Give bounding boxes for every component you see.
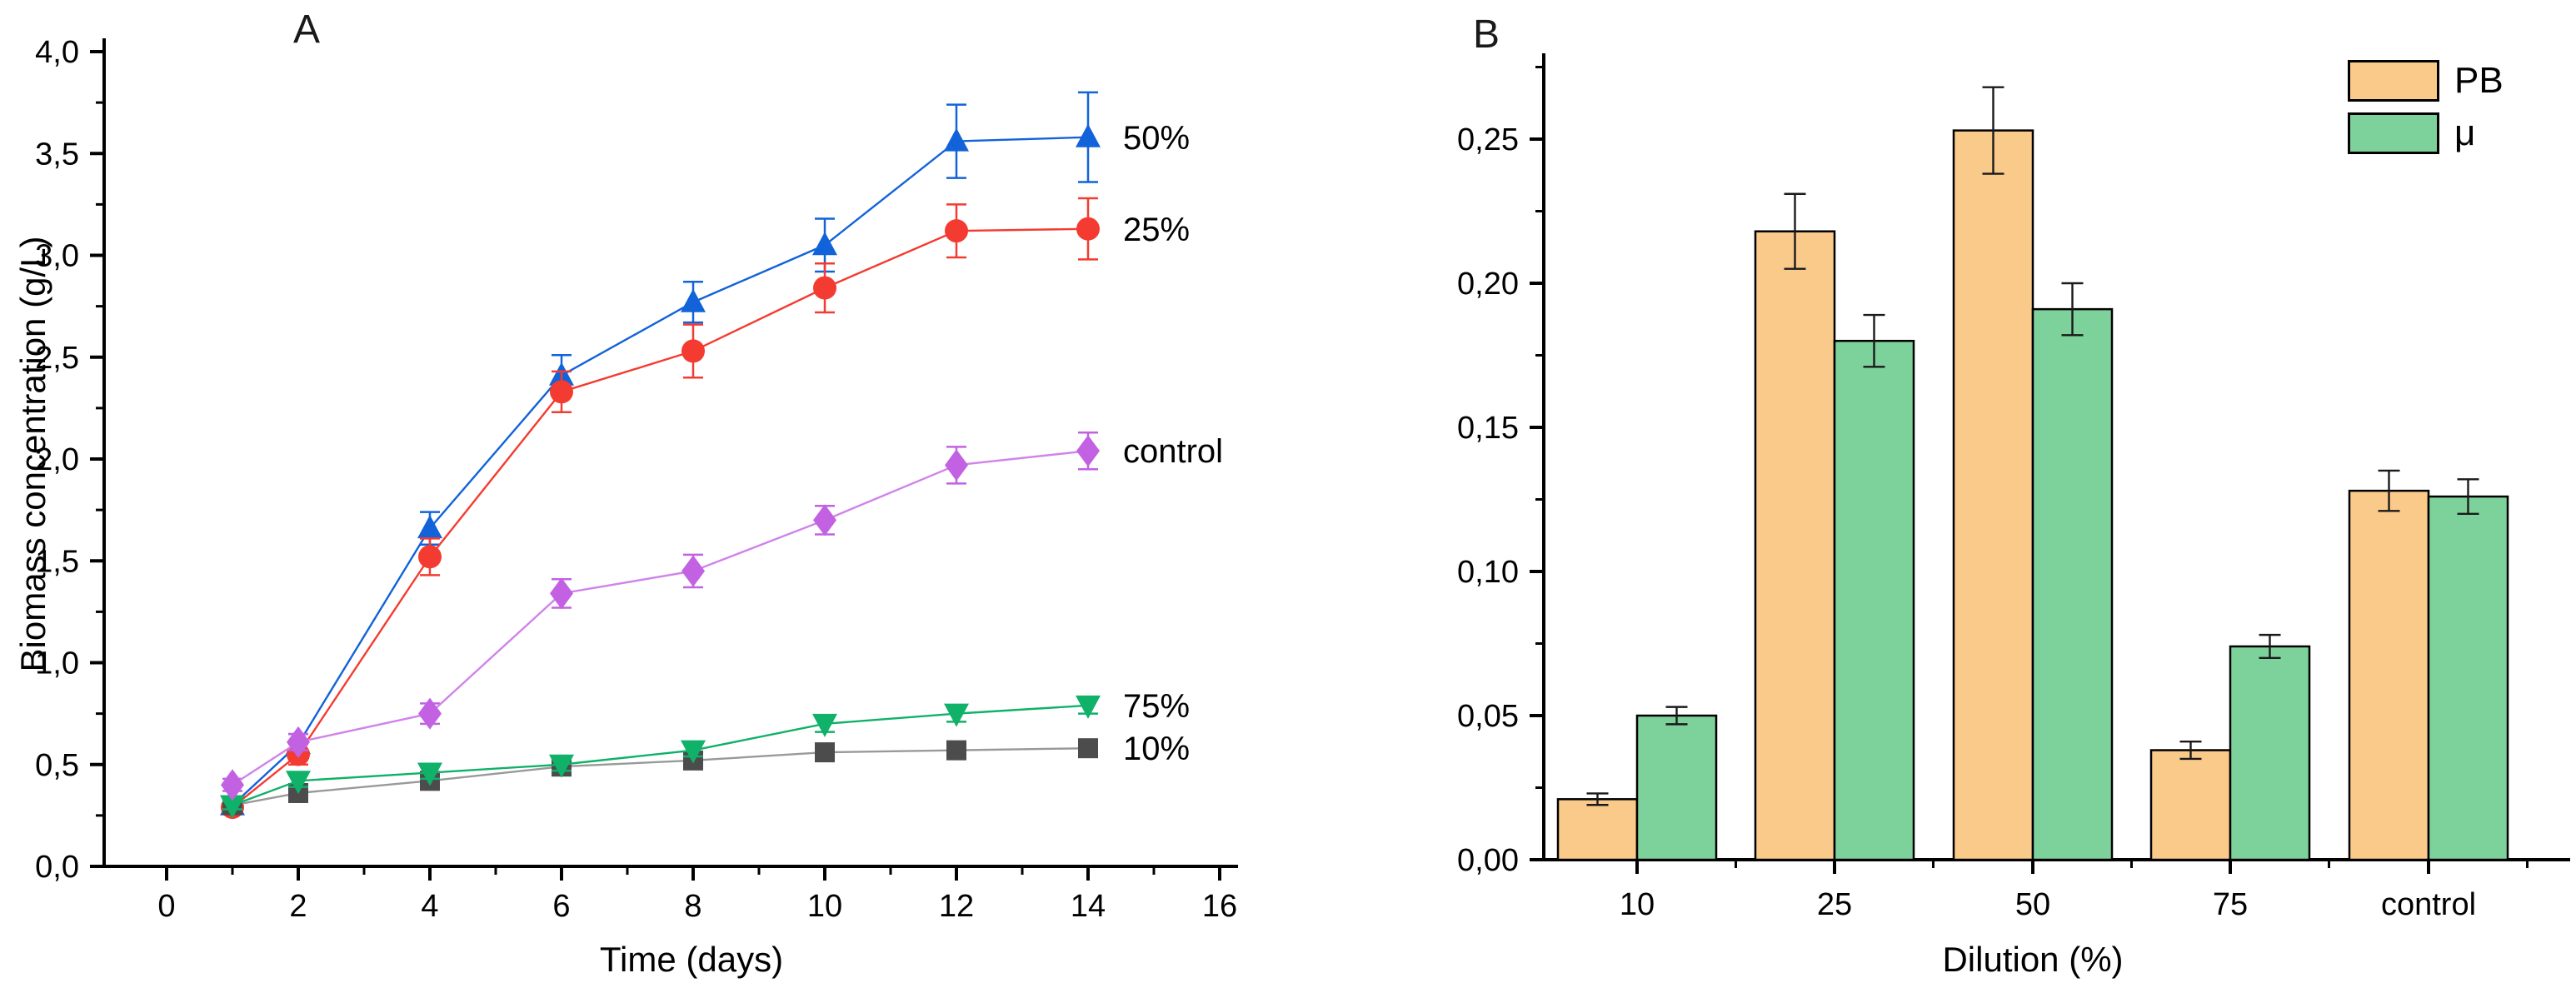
circle-marker-icon (945, 219, 968, 243)
x-tick-label: 8 (684, 889, 701, 924)
legend-item-mu: μ (2348, 112, 2504, 154)
square-marker-icon (946, 740, 966, 761)
triangle-up-marker-icon (812, 232, 837, 256)
series-line-75% (232, 704, 1089, 806)
series-label-25pct: 25% (1123, 212, 1191, 248)
pb-swatch-icon (2348, 60, 2439, 102)
x-tick-label: 16 (1202, 889, 1237, 924)
diamond-marker-icon (550, 577, 573, 610)
series-line-control (232, 450, 1089, 786)
mu-swatch-icon (2348, 112, 2439, 154)
triangle-down-marker-icon (549, 754, 574, 778)
circle-marker-icon (681, 339, 705, 363)
triangle-up-marker-icon (944, 127, 969, 152)
panel-b-letter: B (1473, 12, 1500, 57)
triangle-up-marker-icon (681, 288, 706, 312)
y-tick-label: 0,5 (35, 748, 79, 783)
legend-label-pb: PB (2454, 60, 2504, 101)
x-category-label: 25 (1817, 887, 1852, 922)
bar-PB-10 (1556, 798, 1639, 861)
diamond-marker-icon (221, 769, 244, 801)
square-marker-icon (1078, 738, 1098, 759)
panel-a-x-axis-title: Time (days) (599, 940, 784, 979)
diamond-marker-icon (813, 504, 836, 536)
y-tick-label: 1,0 (35, 646, 79, 681)
bar-μ-control (2427, 495, 2509, 861)
series-line-25% (232, 227, 1089, 809)
series-line-10% (232, 746, 1089, 806)
bar-μ-50 (2031, 307, 2114, 861)
circle-marker-icon (1076, 217, 1100, 241)
y-tick-label: 4,0 (35, 35, 79, 70)
panel-a-y-axis-title: Biomass concentration (g/L) (13, 236, 52, 672)
series-label-control: control (1123, 433, 1224, 470)
x-category-label: 50 (2015, 887, 2050, 922)
circle-marker-icon (813, 276, 836, 300)
triangle-down-marker-icon (944, 703, 969, 727)
triangle-down-marker-icon (1076, 695, 1101, 719)
diamond-marker-icon (945, 449, 968, 482)
legend: PB μ (2348, 60, 2504, 154)
x-tick-label: 14 (1071, 889, 1106, 924)
x-tick-label: 12 (939, 889, 974, 924)
y-tick-label: 0,0 (35, 850, 79, 885)
diamond-marker-icon (418, 697, 442, 730)
square-marker-icon (815, 742, 835, 763)
y-tick-label: 2,0 (35, 442, 79, 477)
y-tick-label: 2,5 (35, 341, 79, 376)
series-label-50pct: 50% (1123, 120, 1191, 157)
series-label-75pct: 75% (1123, 688, 1191, 725)
series-line-50% (232, 136, 1089, 806)
bar-PB-75 (2149, 749, 2232, 861)
circle-marker-icon (550, 380, 573, 404)
panel-b-x-axis-title: Dilution (%) (1942, 940, 2124, 979)
x-tick-label: 0 (157, 889, 175, 924)
y-tick-label: 3,5 (35, 137, 79, 172)
x-tick-label: 4 (421, 889, 438, 924)
triangle-down-marker-icon (681, 740, 706, 764)
diamond-marker-icon (681, 555, 705, 587)
x-category-label: 10 (1620, 887, 1655, 922)
y-tick-label: 0,25 (1457, 122, 1519, 157)
circle-marker-icon (418, 545, 442, 569)
triangle-down-marker-icon (220, 795, 245, 819)
y-tick-label: 0,15 (1457, 411, 1519, 446)
y-tick-label: 0,00 (1457, 843, 1519, 878)
y-tick-label: 3,0 (35, 239, 79, 274)
bar-μ-75 (2229, 645, 2311, 861)
x-tick-label: 6 (552, 889, 570, 924)
bar-PB-25 (1754, 230, 1836, 861)
diamond-marker-icon (287, 726, 310, 758)
y-tick-label: 1,5 (35, 544, 79, 579)
bar-PB-50 (1952, 129, 2034, 861)
series-label-10pct: 10% (1123, 731, 1191, 767)
y-tick-label: 0,10 (1457, 555, 1519, 590)
x-category-label: control (2381, 887, 2476, 922)
panel-a-letter: A (293, 7, 321, 52)
triangle-down-marker-icon (812, 713, 837, 737)
triangle-down-marker-icon (417, 762, 442, 786)
x-tick-label: 10 (807, 889, 842, 924)
bar-PB-control (2348, 489, 2430, 861)
triangle-up-marker-icon (1076, 123, 1101, 147)
x-tick-label: 2 (289, 889, 307, 924)
y-tick-label: 0,20 (1457, 267, 1519, 302)
triangle-up-marker-icon (417, 515, 442, 539)
triangle-down-marker-icon (286, 771, 311, 795)
bar-μ-10 (1635, 714, 1718, 861)
diamond-marker-icon (1076, 435, 1100, 467)
legend-item-pb: PB (2348, 60, 2504, 102)
bar-μ-25 (1833, 339, 1915, 861)
y-tick-label: 0,05 (1457, 699, 1519, 734)
x-category-label: 75 (2213, 887, 2248, 922)
legend-label-mu: μ (2454, 112, 2476, 153)
